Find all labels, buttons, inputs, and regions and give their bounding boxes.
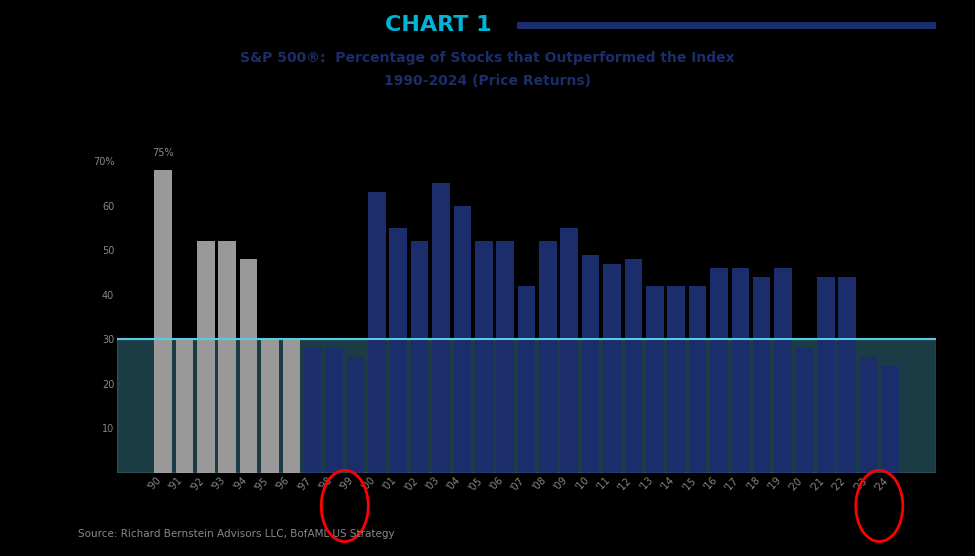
- Bar: [539, 241, 557, 473]
- Bar: [774, 268, 792, 473]
- Bar: [304, 348, 322, 473]
- Bar: [240, 259, 257, 473]
- Bar: [710, 268, 727, 473]
- Text: S&P 500®:  Percentage of Stocks that Outperformed the Index: S&P 500®: Percentage of Stocks that Outp…: [240, 51, 735, 66]
- Bar: [154, 170, 172, 473]
- Bar: [496, 241, 514, 473]
- Bar: [604, 264, 621, 473]
- Bar: [625, 259, 643, 473]
- Bar: [860, 357, 878, 473]
- Bar: [838, 277, 856, 473]
- Text: CHART 1: CHART 1: [385, 15, 492, 35]
- Text: Source: Richard Bernstein Advisors LLC, BofAML US Strategy: Source: Richard Bernstein Advisors LLC, …: [78, 529, 395, 539]
- Bar: [646, 286, 664, 473]
- Bar: [261, 339, 279, 473]
- Bar: [668, 286, 685, 473]
- Bar: [753, 277, 770, 473]
- Bar: [432, 183, 449, 473]
- Bar: [582, 255, 600, 473]
- Bar: [347, 357, 365, 473]
- Bar: [796, 348, 813, 473]
- Text: 1990-2024 (Price Returns): 1990-2024 (Price Returns): [384, 73, 591, 88]
- Bar: [176, 339, 193, 473]
- Bar: [218, 241, 236, 473]
- Text: 75%: 75%: [152, 148, 174, 158]
- Bar: [117, 339, 936, 473]
- Bar: [688, 286, 706, 473]
- Bar: [410, 241, 428, 473]
- Bar: [475, 241, 492, 473]
- Bar: [197, 241, 214, 473]
- Bar: [731, 268, 749, 473]
- Bar: [453, 206, 471, 473]
- Bar: [326, 348, 343, 473]
- Bar: [518, 286, 535, 473]
- Bar: [283, 339, 300, 473]
- Bar: [561, 228, 578, 473]
- Bar: [368, 192, 385, 473]
- Bar: [881, 366, 899, 473]
- Bar: [817, 277, 835, 473]
- Bar: [389, 228, 407, 473]
